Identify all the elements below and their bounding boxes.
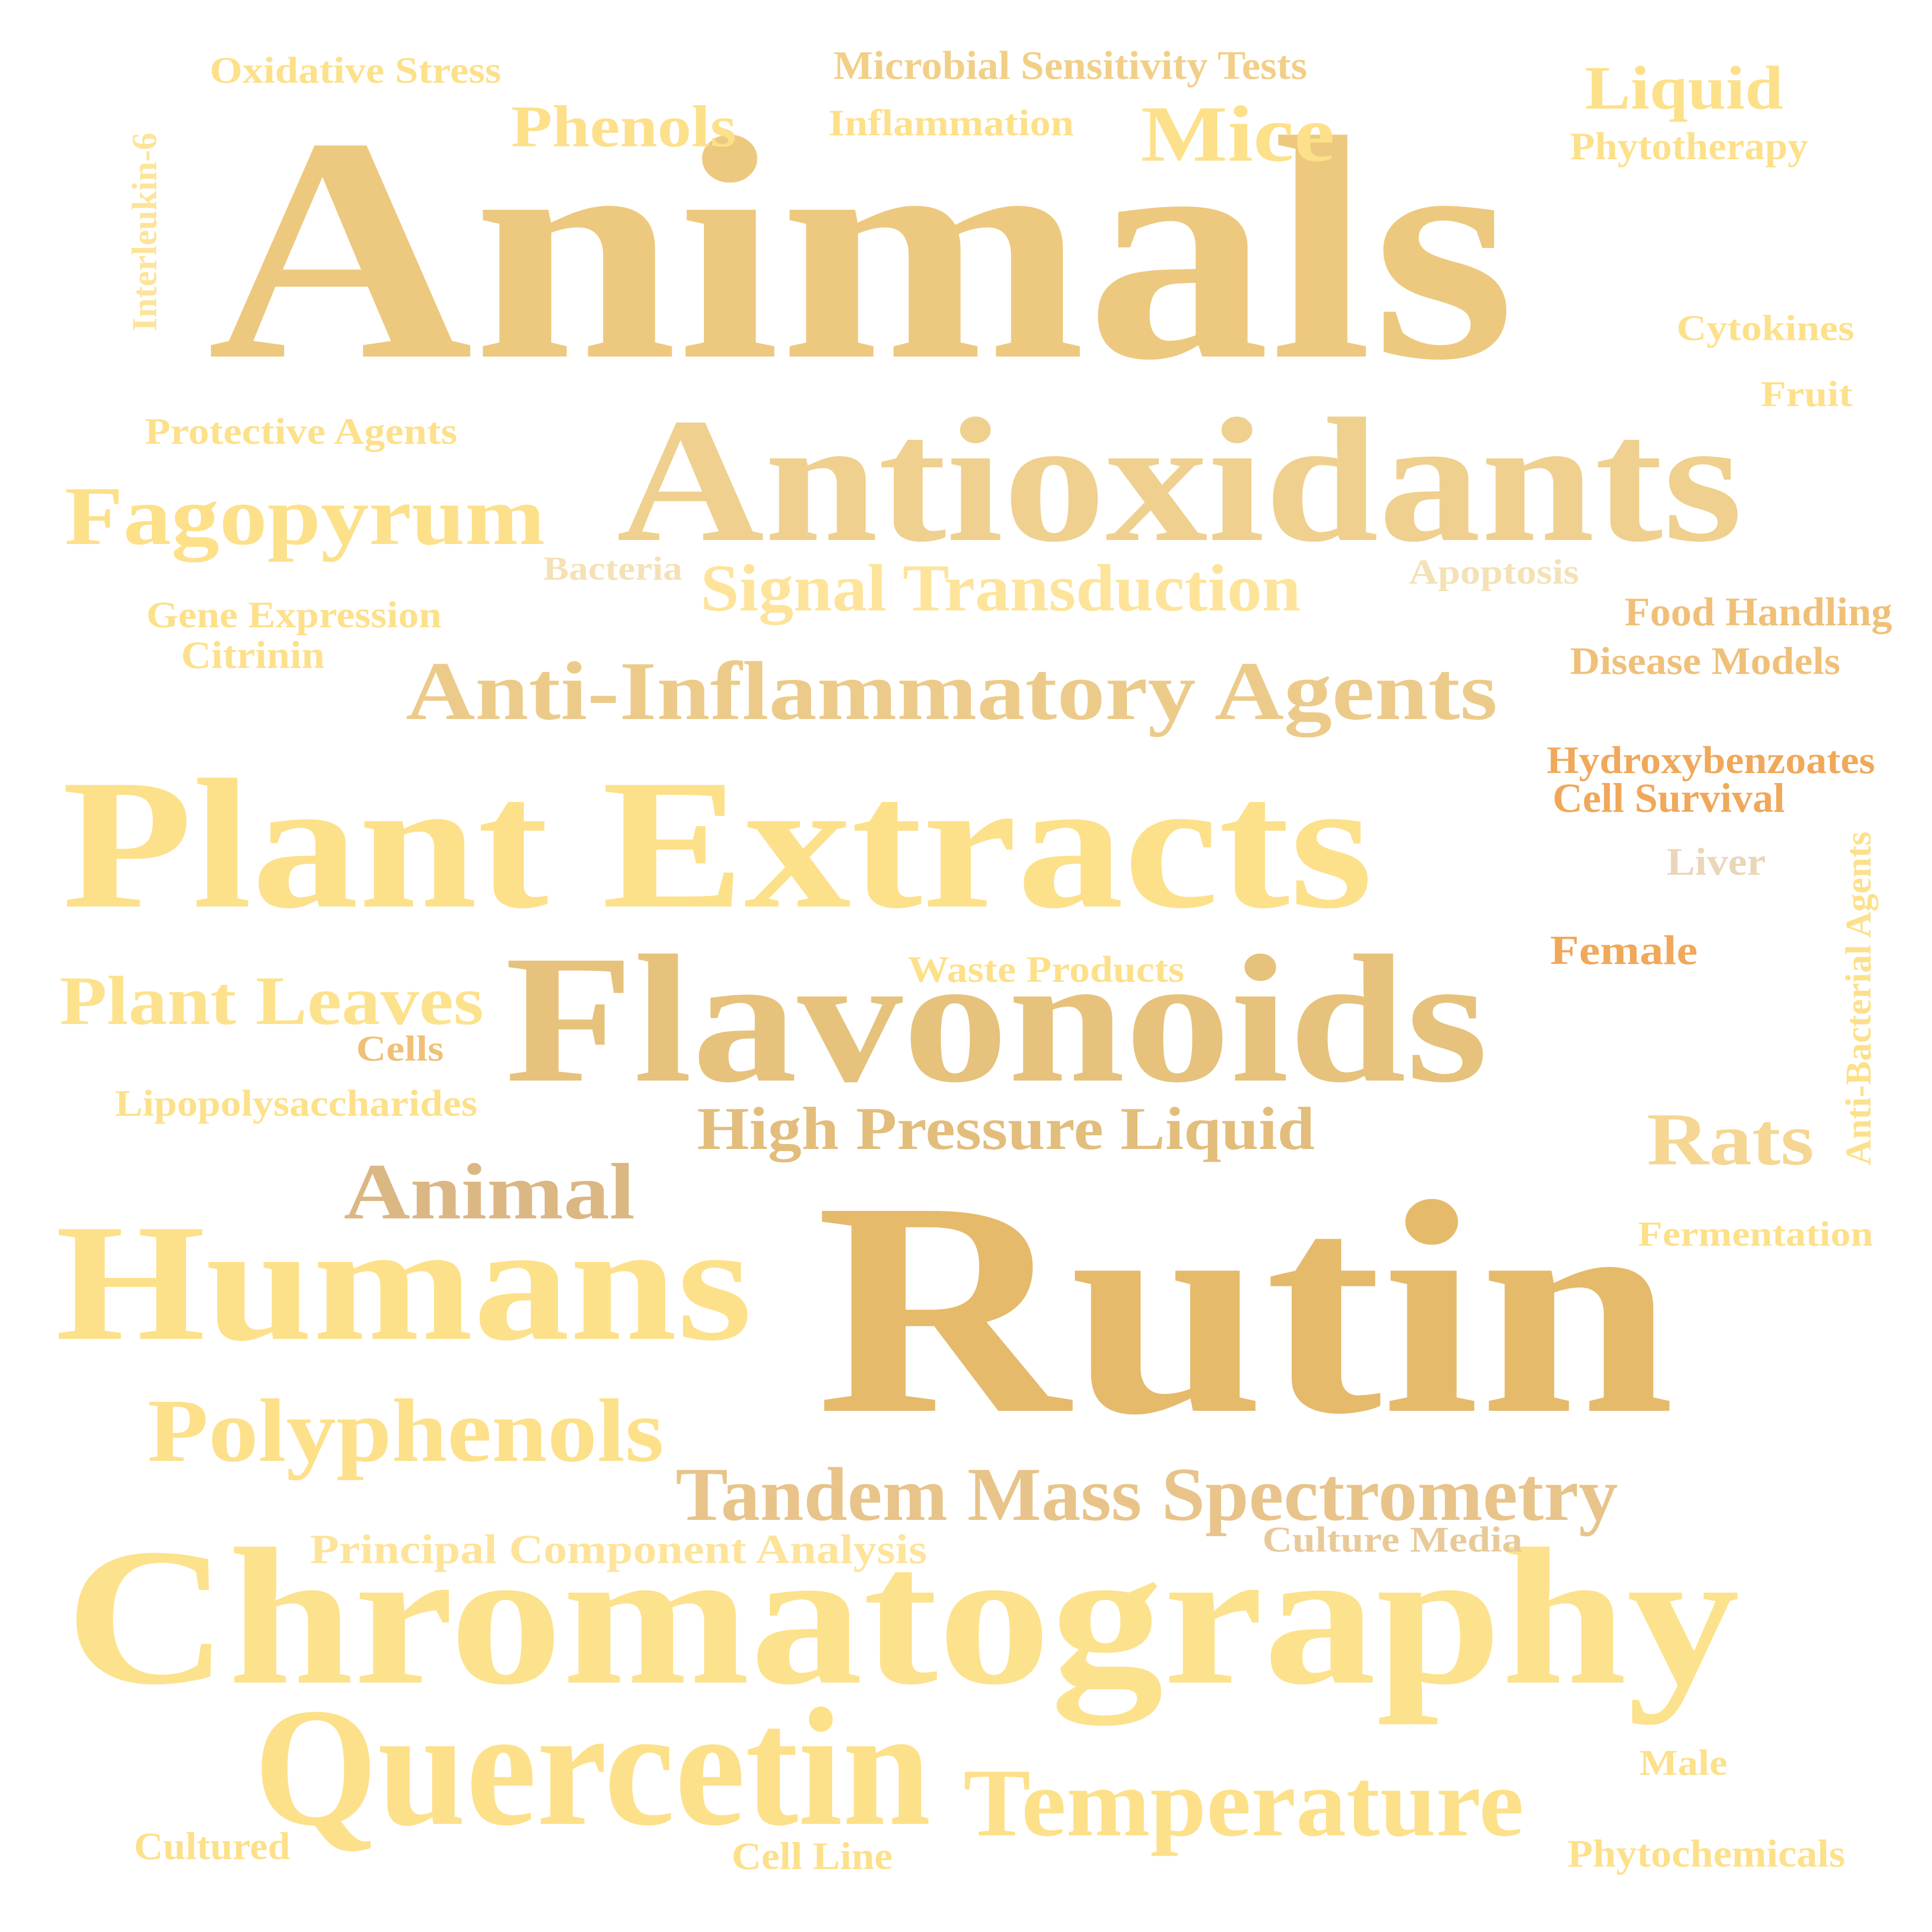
word-rats: Rats	[1647, 1097, 1814, 1181]
word-lipopolysaccharides: Lipopolysaccharides	[115, 1083, 478, 1124]
word-principal-component-analysis: Principal Component Analysis	[310, 1526, 927, 1572]
word-humans: Humans	[56, 1190, 752, 1376]
word-animal: Animal	[344, 1147, 635, 1236]
word-phytotherapy: Phytotherapy	[1570, 124, 1808, 168]
word-cell-line: Cell Line	[732, 1834, 893, 1877]
word-female: Female	[1550, 927, 1698, 973]
word-interleukin-6: Interleukin-6	[125, 132, 164, 331]
word-oxidative-stress: Oxidative Stress	[210, 50, 501, 91]
word-plant-leaves: Plant Leaves	[60, 962, 484, 1039]
word-chromatography: Chromatography	[65, 1509, 1740, 1726]
word-liquid: Liquid	[1585, 54, 1783, 122]
word-phenols: Phenols	[511, 93, 737, 160]
word-anti-bacterial-agents: Anti-Bacterial Agents	[1838, 831, 1878, 1165]
word-inflammation: Inflammation	[828, 103, 1074, 144]
word-animals: Animals	[207, 72, 1515, 426]
word-apoptosis: Apoptosis	[1409, 553, 1579, 592]
word-cell-survival: Cell Survival	[1553, 775, 1785, 821]
word-temperature: Temperature	[963, 1750, 1524, 1857]
word-rutin: Rutin	[816, 1139, 1675, 1477]
word-flavonoids: Flavonoids	[505, 917, 1488, 1121]
word-polyphenols: Polyphenols	[147, 1381, 664, 1481]
word-fermentation: Fermentation	[1638, 1215, 1873, 1254]
word-hydroxybenzoates: Hydroxybenzoates	[1547, 738, 1875, 782]
word-fagopyrum: Fagopyrum	[64, 470, 545, 562]
word-signal-transduction: Signal Transduction	[700, 551, 1301, 626]
word-cytokines: Cytokines	[1677, 308, 1855, 349]
word-tandem-mass-spectrometry: Tandem Mass Spectrometry	[676, 1452, 1618, 1537]
word-plant-extracts: Plant Extracts	[62, 741, 1373, 947]
word-microbial-sensitivity-tests: Microbial Sensitivity Tests	[833, 43, 1308, 88]
word-male: Male	[1639, 1743, 1728, 1783]
word-cells: Cells	[356, 1028, 444, 1069]
word-culture-media: Culture Media	[1262, 1519, 1523, 1560]
word-quercetin: Quercetin	[254, 1673, 931, 1861]
word-food-handling: Food Handling	[1624, 589, 1892, 634]
word-citrinin: Citrinin	[181, 633, 325, 676]
word-mice: Mice	[1141, 89, 1335, 179]
word-cultured: Cultured	[134, 1824, 290, 1868]
word-high-pressure-liquid: High Pressure Liquid	[697, 1095, 1315, 1163]
word-bacteria: Bacteria	[543, 549, 683, 587]
word-liver: Liver	[1667, 840, 1766, 883]
word-disease-models: Disease Models	[1570, 639, 1841, 682]
word-anti-inflammatory-agents: Anti-Inflammatory Agents	[406, 645, 1497, 737]
word-waste-products: Waste Products	[908, 949, 1184, 990]
word-protective-agents: Protective Agents	[145, 411, 457, 452]
word-fruit: Fruit	[1761, 374, 1853, 415]
word-gene-expression: Gene Expression	[146, 595, 442, 636]
word-phytochemicals: Phytochemicals	[1567, 1831, 1845, 1875]
word-antioxidants: Antioxidants	[617, 381, 1743, 579]
